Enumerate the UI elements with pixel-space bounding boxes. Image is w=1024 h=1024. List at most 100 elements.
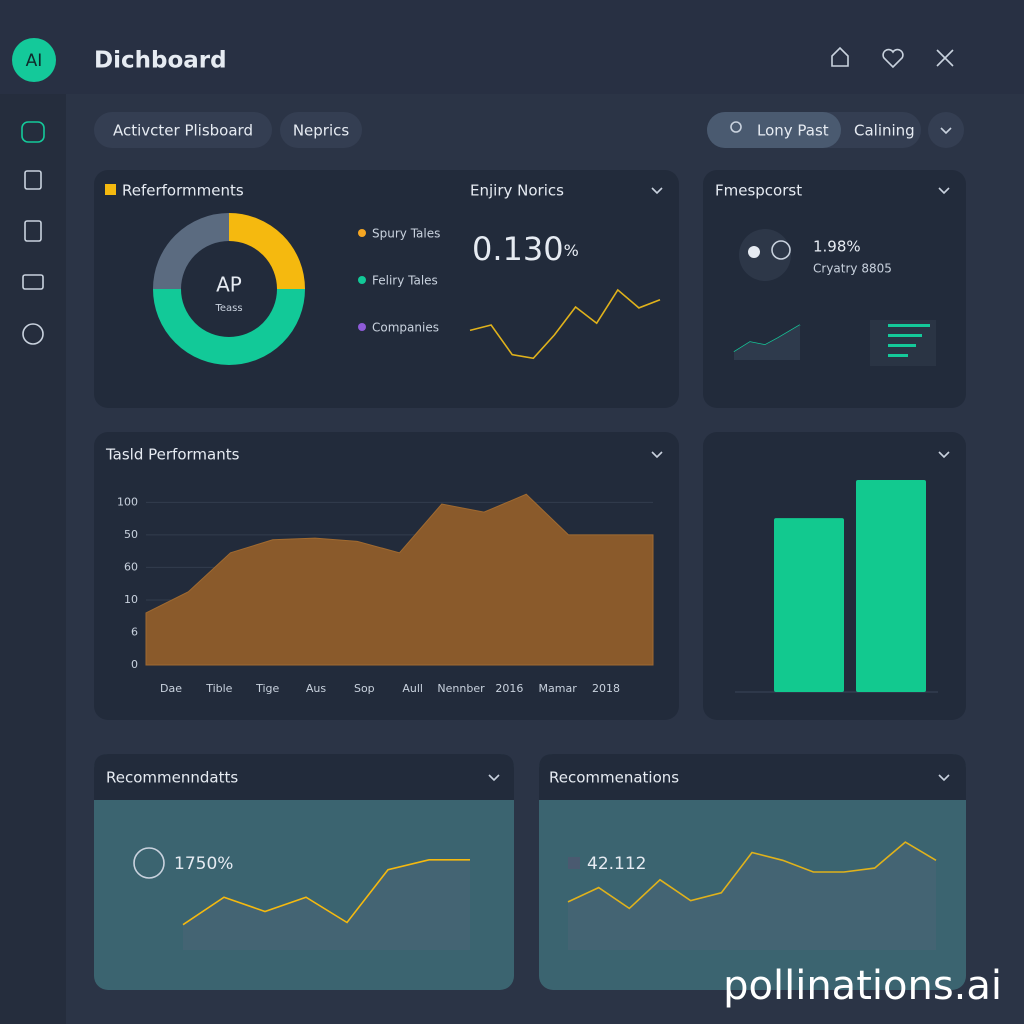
mini-list [870, 320, 936, 366]
user-icon [730, 121, 742, 133]
chevron [940, 127, 952, 135]
icon-bg [739, 229, 791, 281]
rec-icon [568, 857, 580, 869]
area [145, 493, 654, 666]
bar [774, 518, 844, 692]
title-marker [105, 184, 116, 195]
rec-icon [133, 847, 165, 879]
forecast-icon [739, 229, 791, 281]
mini-list-bar [888, 344, 916, 347]
line [567, 841, 937, 910]
y-tick-label: 0 [131, 658, 138, 671]
x-tick-label: Dae [160, 682, 182, 695]
icon-ring [771, 240, 791, 260]
chevron[interactable] [938, 187, 950, 195]
metric-value: 0.130% [472, 230, 579, 268]
line-area [568, 842, 936, 950]
chevron[interactable] [488, 774, 500, 782]
y-tick-label: 60 [124, 560, 138, 573]
chevron[interactable] [651, 451, 663, 459]
nav-mail[interactable] [22, 274, 44, 290]
logo [12, 38, 56, 82]
sidebar [0, 94, 66, 1024]
user-name: Lony Past [757, 122, 829, 140]
panel-title: Fmespcorst [715, 182, 802, 200]
legend-label: Companies [372, 321, 439, 335]
nav-docs[interactable] [24, 170, 42, 190]
chevron[interactable] [938, 451, 950, 459]
tab[interactable] [280, 112, 362, 148]
marks: Spury Tales Feliry Tales Companies 0 6 10 60 50… [117, 227, 938, 950]
mini-area [734, 325, 800, 360]
y-tick-label: 50 [124, 528, 138, 541]
nav-home[interactable] [21, 121, 45, 143]
header-bar [0, 0, 1024, 94]
header-title: Dichboard [94, 48, 227, 74]
x-tick-label: Aull [402, 682, 423, 695]
legend-label: Spury Tales [372, 227, 440, 241]
x-tick-label: Aus [306, 682, 326, 695]
y-tick-label: 10 [124, 593, 138, 606]
legend-dot [358, 276, 366, 284]
expand-icon[interactable] [936, 49, 954, 67]
header-icons [831, 46, 954, 69]
chevrons [488, 187, 950, 782]
x-tick-label: Mamar [539, 682, 578, 695]
forecast-subtitle: Cryatry 8805 [813, 262, 892, 276]
legend-dot [358, 323, 366, 331]
panel-title: Recommenndatts [106, 769, 238, 787]
chevron[interactable] [651, 187, 663, 195]
donut-segment [228, 213, 305, 290]
donut-segment [153, 213, 230, 290]
x-tick-label: Nennber [437, 682, 485, 695]
panel-header [94, 754, 514, 800]
icon-dot [748, 246, 760, 258]
legend-label: Feliry Tales [372, 274, 438, 288]
mini-list-bar [888, 334, 922, 337]
donut [153, 213, 305, 365]
dropdown-button[interactable] [928, 112, 964, 148]
panel-title: Tasld Performants [105, 446, 240, 464]
tab-label: Activcter Plisboard [113, 122, 253, 140]
line [182, 859, 470, 926]
panel-title: Recommenations [549, 769, 679, 787]
nav-files[interactable] [24, 220, 42, 242]
donut-subtitle: Teass [214, 303, 242, 314]
mini-list-bar [888, 324, 930, 327]
donut-segment [153, 288, 305, 365]
x-tick-label: Tible [205, 682, 232, 695]
panel [703, 170, 966, 408]
panel-header [539, 754, 966, 800]
legend-dot [358, 229, 366, 237]
bar [856, 480, 926, 692]
x-tick-label: Sop [354, 682, 375, 695]
mini-list-bg [870, 320, 936, 366]
metric-unit: % [564, 241, 579, 260]
donut-title: AP [216, 273, 242, 297]
panel [94, 754, 514, 990]
panel [539, 754, 966, 990]
logo-text: AI [26, 51, 43, 71]
y-tick-label: 100 [117, 495, 138, 508]
home-icon[interactable] [831, 46, 849, 67]
tab[interactable] [94, 112, 272, 148]
y-tick-label: 6 [131, 625, 138, 638]
x-tick-label: 2016 [495, 682, 523, 695]
x-tick-label: 2018 [592, 682, 620, 695]
line [469, 288, 661, 360]
chevron[interactable] [938, 774, 950, 782]
forecast-value: 1.98% [813, 238, 861, 256]
sidebar-icons [21, 121, 45, 345]
nav-clock[interactable] [22, 323, 44, 345]
watermark: pollinations.ai [723, 963, 1002, 1009]
user-button[interactable] [707, 112, 841, 148]
line-area [183, 859, 470, 950]
panel-title: Enjiry Norics [470, 182, 564, 200]
rec-value: 1750% [174, 854, 233, 874]
heart-icon[interactable] [882, 48, 904, 69]
user-action[interactable]: Calining [854, 122, 915, 140]
tab-label: Neprics [293, 122, 350, 140]
panel-title: Referformments [122, 182, 244, 200]
